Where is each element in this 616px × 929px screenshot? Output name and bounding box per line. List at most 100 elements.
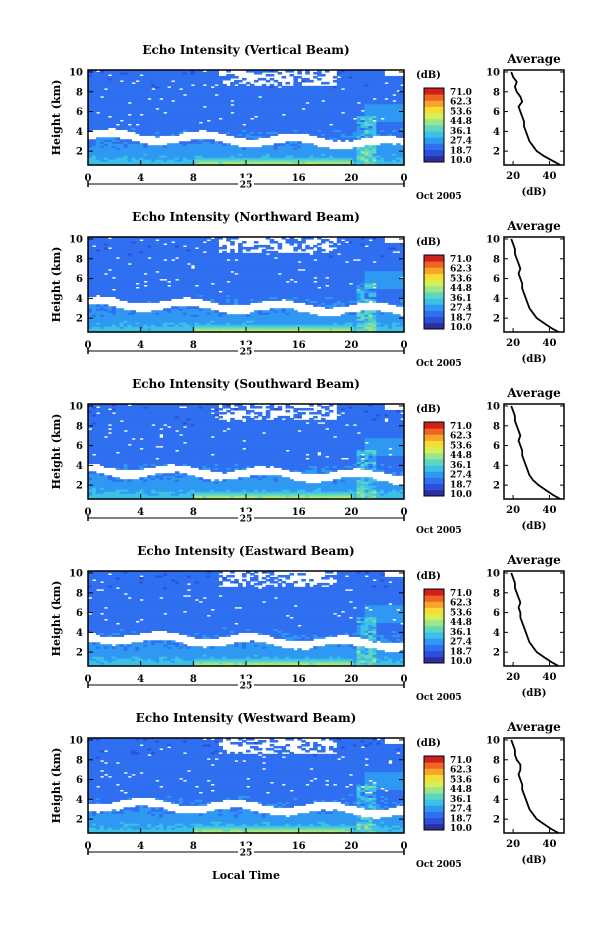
heatmap-cell — [194, 83, 200, 87]
heatmap-cell — [253, 119, 259, 123]
heatmap-cell — [210, 87, 215, 91]
heatmap-cell — [246, 85, 251, 89]
heatmap-cell — [210, 95, 215, 99]
heatmap-cell — [317, 87, 322, 91]
heatmap-cell — [261, 97, 267, 101]
heatmap-cell — [107, 139, 113, 142]
heatmap-cell — [170, 151, 176, 154]
heatmap-cell — [257, 133, 263, 136]
heatmap-cell — [253, 95, 259, 99]
heatmap-cell — [135, 93, 140, 97]
heatmap-cell — [234, 85, 239, 89]
heatmap-cell — [230, 97, 235, 101]
heatmap-cell — [135, 111, 140, 115]
heatmap-cell — [174, 71, 180, 75]
heatmap-cell — [325, 109, 330, 113]
heatmap-cell — [135, 97, 140, 101]
heatmap-cell — [297, 149, 302, 152]
heatmap-cell — [111, 105, 117, 109]
heatmap-cell — [297, 161, 302, 164]
heatmap-cell — [293, 115, 298, 119]
heatmap-cell — [222, 155, 227, 158]
date-label: Oct 2005 — [416, 192, 462, 202]
heatmap-cell — [265, 159, 271, 162]
heatmap-cell — [218, 151, 223, 154]
heatmap-cell — [246, 121, 251, 125]
heatmap-cell — [210, 155, 215, 158]
heatmap-cell — [186, 83, 192, 87]
day-label: 25 — [240, 181, 253, 191]
heatmap-cell — [190, 119, 196, 123]
heatmap-cell — [293, 93, 298, 97]
heatmap-cell — [139, 71, 144, 75]
heatmap-cell — [103, 99, 109, 103]
heatmap-cell — [234, 314, 239, 317]
heatmap-cell — [313, 75, 318, 79]
heatmap-cell — [285, 121, 291, 125]
heatmap-cell — [317, 95, 322, 99]
heatmap-cell — [159, 157, 164, 160]
heatmap-cell — [99, 83, 105, 87]
heatmap-cell — [289, 147, 294, 150]
heatmap-cell — [123, 93, 129, 97]
heatmap-cell — [253, 93, 259, 97]
heatmap-cell — [265, 125, 271, 128]
heatmap-cell — [167, 153, 172, 156]
heatmap-cell — [174, 103, 180, 107]
heatmap-cell — [222, 87, 227, 91]
heatmap-cell — [103, 145, 109, 148]
heatmap-cell — [249, 85, 255, 89]
heatmap-cell — [210, 97, 215, 101]
heatmap-cell — [174, 127, 180, 130]
heatmap-cell — [178, 121, 184, 125]
heatmap-cell — [277, 117, 283, 121]
heatmap-cell — [261, 129, 267, 132]
heatmap-cell — [242, 113, 247, 117]
heatmap-cell — [289, 97, 294, 101]
heatmap-cell — [127, 93, 133, 97]
heatmap-cell — [301, 149, 306, 152]
heatmap-cell — [111, 83, 117, 87]
heatmap-cell — [210, 143, 215, 146]
heatmap-cell — [111, 95, 117, 99]
heatmap-cell — [301, 153, 306, 156]
heatmap-cell — [115, 151, 121, 154]
heatmap-cell — [159, 83, 164, 87]
heatmap-cell — [293, 91, 298, 95]
heatmap-cell — [139, 119, 144, 123]
heatmap-cell — [238, 101, 243, 105]
heatmap-cell — [226, 125, 231, 128]
heatmap-cell — [285, 143, 291, 146]
heatmap-cell — [151, 133, 156, 136]
heatmap-cell — [246, 129, 251, 132]
heatmap-cell — [88, 83, 93, 87]
heatmap-cell — [325, 125, 330, 128]
heatmap-cell — [226, 159, 231, 162]
heatmap-cell — [277, 119, 283, 123]
heatmap-cell — [167, 145, 172, 148]
heatmap-cell — [147, 70, 152, 73]
heatmap-cell — [103, 274, 109, 278]
heatmap-cell — [265, 99, 271, 103]
heatmap-cell — [257, 87, 263, 91]
heatmap-cell — [170, 147, 176, 150]
heatmap-cell — [155, 272, 160, 276]
heatmap-cell — [95, 101, 101, 105]
heatmap-cell — [325, 135, 330, 138]
heatmap-cell — [246, 115, 251, 119]
heatmap-cell — [285, 151, 291, 154]
heatmap-cell — [115, 71, 121, 75]
heatmap-cell — [321, 95, 326, 99]
heatmap-cell — [321, 103, 326, 107]
heatmap-cell — [317, 91, 322, 95]
heatmap-cell — [273, 107, 279, 111]
heatmap-cell — [214, 111, 219, 115]
heatmap-cell — [135, 70, 140, 73]
heatmap-cell — [246, 93, 251, 97]
heatmap-cell — [198, 127, 204, 130]
heatmap-cell — [174, 70, 180, 73]
heatmap-cell — [147, 71, 152, 75]
heatmap-cell — [297, 109, 302, 113]
heatmap-cell — [313, 91, 318, 95]
